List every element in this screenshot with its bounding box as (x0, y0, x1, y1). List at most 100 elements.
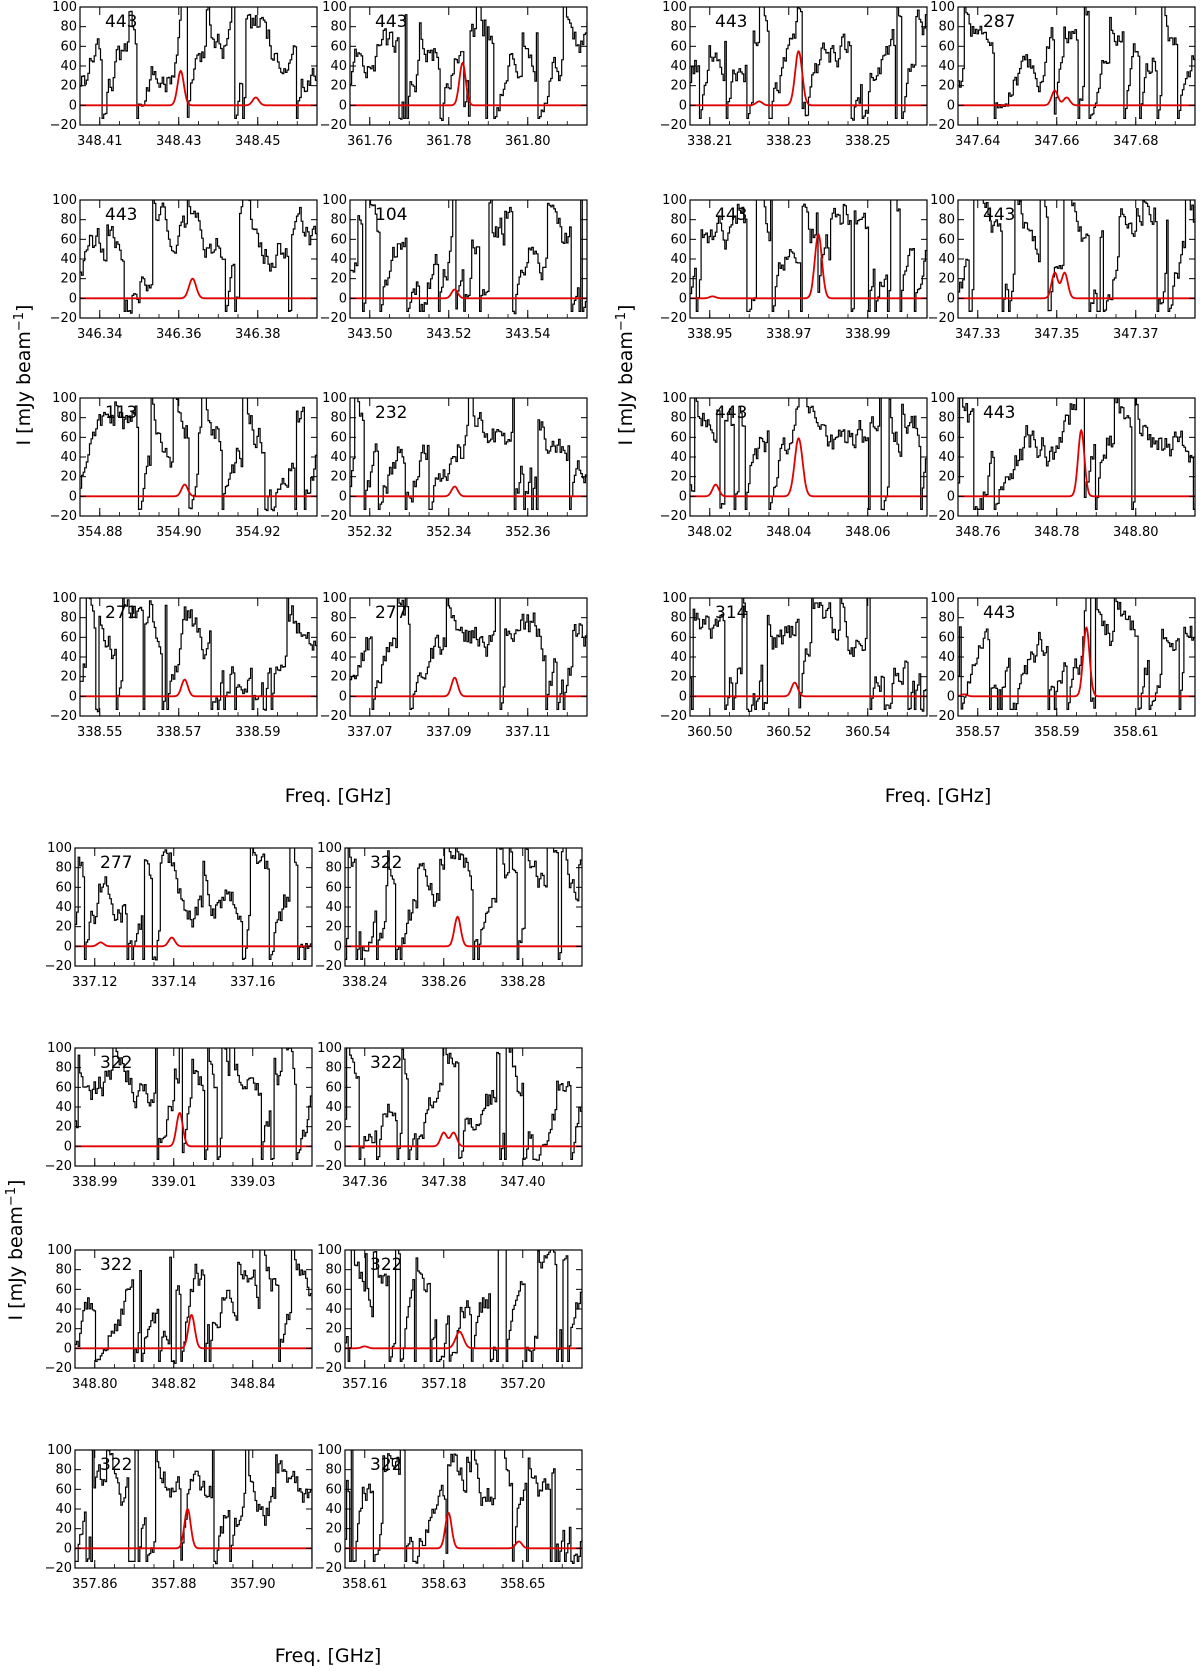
observed-spectrum-line (80, 398, 317, 512)
y-tick-label: 0 (679, 689, 687, 704)
y-tick-label: 0 (69, 291, 77, 306)
y-tick-label: 80 (330, 213, 347, 228)
y-tick-label: 100 (662, 193, 687, 208)
y-tick-label: 20 (330, 470, 347, 485)
y-tick-label: 100 (322, 193, 347, 208)
y-tick-label: −20 (320, 509, 347, 524)
observed-spectrum-line (690, 398, 927, 511)
svg-text:I [mJy beam−1]: I [mJy beam−1] (614, 305, 637, 446)
x-tick-label: 352.36 (505, 525, 551, 540)
x-tick-label: 347.68 (1113, 134, 1159, 149)
x-tick-label: 338.99 (845, 327, 891, 342)
y-tick-label: 80 (938, 213, 955, 228)
x-tick-label: 338.26 (421, 975, 467, 990)
x-tick-label: 348.76 (955, 525, 1001, 540)
panel-title: 322 (370, 1053, 402, 1073)
y-tick-label: 100 (317, 841, 342, 856)
observed-spectrum-line (75, 848, 312, 961)
y-tick-label: 20 (938, 470, 955, 485)
y-tick-label: 80 (60, 20, 77, 35)
y-tick-label: 20 (938, 79, 955, 94)
y-tick-label: 60 (330, 630, 347, 645)
y-tick-label: 0 (334, 939, 342, 954)
x-tick-label: 357.20 (500, 1377, 546, 1392)
x-tick-label: 348.06 (845, 525, 891, 540)
panel-title: 277 (375, 603, 407, 623)
y-tick-label: −20 (320, 118, 347, 133)
y-tick-label: −20 (45, 1561, 72, 1576)
y-tick-label: 40 (55, 1302, 72, 1317)
ylabel-close: ] (615, 305, 637, 312)
x-tick-label: 354.90 (156, 525, 202, 540)
y-tick-label: 20 (325, 1322, 342, 1337)
y-tick-label: −20 (315, 1159, 342, 1174)
y-tick-label: 80 (670, 213, 687, 228)
panel-title: 104 (375, 205, 407, 225)
xlabel-group1: Freq. [GHz] (285, 785, 392, 807)
y-tick-label: 40 (938, 450, 955, 465)
y-tick-label: 100 (52, 391, 77, 406)
panel-title: 443 (105, 12, 137, 32)
x-tick-label: 338.25 (845, 134, 891, 149)
y-tick-label: 60 (938, 232, 955, 247)
y-tick-label: 40 (670, 450, 687, 465)
y-tick-label: 100 (52, 0, 77, 15)
y-tick-label: 40 (60, 252, 77, 267)
x-tick-label: 354.92 (235, 525, 281, 540)
panel-title: 271 (105, 603, 137, 623)
model-spectrum-line (75, 1111, 312, 1148)
y-tick-label: 60 (330, 430, 347, 445)
xlabel-group3: Freq. [GHz] (275, 1645, 382, 1667)
y-tick-label: 0 (947, 689, 955, 704)
observed-spectrum-line (350, 598, 587, 710)
y-tick-label: 80 (60, 611, 77, 626)
model-spectrum-line (75, 936, 312, 948)
y-tick-label: 100 (662, 591, 687, 606)
panel-title: 314 (715, 603, 747, 623)
y-tick-label: −20 (45, 1159, 72, 1174)
panel-title: 322 (100, 1255, 132, 1275)
y-tick-label: 20 (60, 470, 77, 485)
ylabel-group1: I [mJy beam−1] (12, 305, 35, 446)
y-tick-label: 60 (670, 39, 687, 54)
y-tick-label: 80 (330, 611, 347, 626)
x-tick-label: 338.97 (766, 327, 812, 342)
y-tick-label: −20 (660, 118, 687, 133)
y-tick-label: 60 (325, 880, 342, 895)
y-tick-label: −20 (50, 509, 77, 524)
y-tick-label: 60 (55, 1482, 72, 1497)
x-tick-label: 338.59 (235, 725, 281, 740)
x-tick-label: 361.80 (505, 134, 551, 149)
ylabel-sup: −1 (614, 312, 629, 331)
y-tick-label: 40 (55, 900, 72, 915)
observed-spectrum-line (80, 598, 317, 713)
observed-spectrum-line (350, 200, 587, 315)
y-tick-label: 80 (55, 861, 72, 876)
x-tick-label: 360.52 (766, 725, 812, 740)
y-tick-label: −20 (50, 709, 77, 724)
panel-title: 277 (100, 853, 132, 873)
panel-title: 443 (375, 12, 407, 32)
y-tick-label: 40 (325, 900, 342, 915)
y-tick-label: 40 (55, 1100, 72, 1115)
observed-spectrum-line (345, 848, 582, 960)
x-tick-label: 358.57 (955, 725, 1001, 740)
model-spectrum-line (80, 678, 317, 698)
y-tick-label: 60 (60, 430, 77, 445)
y-tick-label: 0 (679, 98, 687, 113)
y-tick-label: 80 (55, 1463, 72, 1478)
x-tick-label: 360.50 (687, 725, 733, 740)
x-tick-label: 346.36 (156, 327, 202, 342)
x-tick-label: 348.04 (766, 525, 812, 540)
x-tick-label: 357.18 (421, 1377, 467, 1392)
y-tick-label: 20 (938, 272, 955, 287)
y-tick-label: 20 (60, 670, 77, 685)
y-tick-label: 40 (55, 1502, 72, 1517)
